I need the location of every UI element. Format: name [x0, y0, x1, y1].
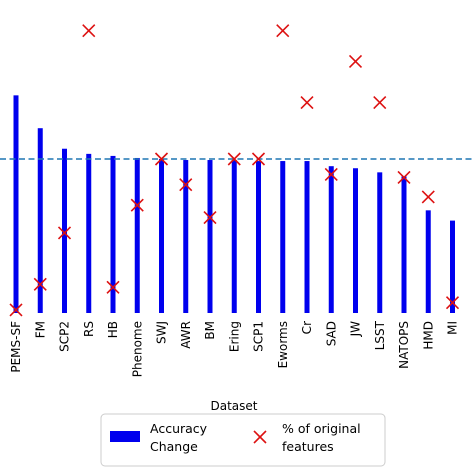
marker-x — [130, 198, 144, 212]
bar — [13, 95, 19, 313]
x-tick-label: SCP2 — [58, 321, 72, 352]
marker-x — [373, 95, 387, 110]
bar — [328, 166, 334, 313]
marker-x — [445, 296, 460, 310]
marker-x — [154, 152, 169, 166]
x-tick-label: PEMS-SF — [9, 321, 23, 373]
marker-x — [82, 24, 96, 38]
marker-x — [33, 277, 47, 291]
marker-x — [227, 152, 241, 166]
x-tick-label: Eworms — [276, 321, 290, 368]
x-tick-label: RS — [82, 321, 96, 337]
x-tick-label: SAD — [324, 321, 338, 346]
x-tick-label: HMD — [421, 321, 435, 350]
x-tick-label: HB — [106, 321, 120, 338]
x-tick-label: NATOPS — [397, 321, 411, 369]
x-tick-label: Phenome — [130, 321, 144, 377]
x-tick-label: Ering — [227, 321, 241, 352]
bar — [401, 176, 407, 313]
legend-marker-swatch — [253, 430, 267, 444]
x-tick-label: JW — [349, 321, 363, 338]
marker-x — [203, 210, 217, 225]
x-tick-label: Cr — [300, 321, 314, 334]
x-tick-label: FM — [33, 321, 47, 338]
marker-x — [251, 152, 266, 166]
bar — [62, 148, 67, 313]
bar — [280, 161, 286, 313]
bar — [183, 160, 189, 313]
bar — [231, 160, 237, 313]
legend-x — [253, 430, 267, 444]
legend-bar-label-line1: Accuracy — [150, 421, 208, 436]
bar — [86, 153, 92, 313]
x-tick-label: SWJ — [155, 321, 169, 344]
bar — [377, 172, 383, 313]
x-tick-label: BM — [203, 321, 217, 340]
bar — [450, 220, 455, 313]
legend: Accuracy Change % of original features — [100, 413, 386, 467]
bar — [256, 161, 261, 313]
bar — [304, 161, 310, 313]
legend-frame — [100, 413, 386, 467]
marker-x — [106, 280, 120, 294]
x-tick-label: SCP1 — [252, 321, 266, 352]
bar — [110, 155, 116, 313]
bar — [425, 210, 431, 313]
bar — [37, 128, 43, 313]
legend-bar-swatch — [110, 431, 140, 442]
bar — [207, 160, 213, 313]
marker-x — [324, 167, 338, 181]
marker-x — [348, 54, 363, 69]
legend-marker-label-line2: features — [282, 439, 334, 454]
legend-marker-label-line1: % of original — [282, 421, 361, 436]
bar-series — [13, 95, 455, 313]
marker-x — [300, 95, 314, 110]
x-axis-title: Dataset — [211, 399, 258, 413]
bar — [159, 159, 164, 313]
bar — [353, 168, 358, 313]
marker-x — [276, 24, 290, 38]
legend-bar-label-line2: Change — [150, 439, 198, 454]
x-tick-label: LSST — [373, 320, 387, 350]
marker-x — [9, 303, 23, 317]
x-tick-labels: PEMS-SF FM SCP2 RS HB Phenome SWJ AWR BM Ering SCP… — [9, 320, 460, 377]
marker-series — [9, 24, 460, 317]
marker-x — [421, 190, 435, 204]
x-tick-label: AWR — [179, 321, 193, 349]
marker-x — [179, 178, 193, 192]
x-tick-label: MI — [446, 321, 460, 335]
marker-x — [57, 226, 72, 240]
bar — [134, 157, 140, 313]
marker-x — [397, 170, 411, 185]
